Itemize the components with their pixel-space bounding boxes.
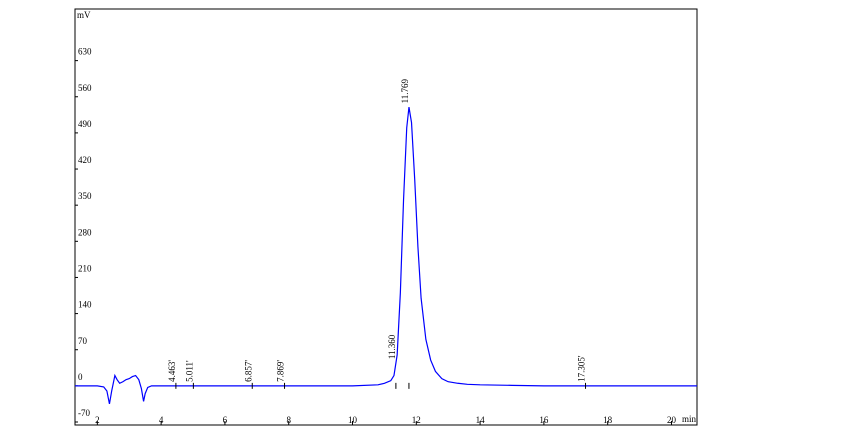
y-tick-label: 350 [78, 191, 92, 201]
peak-label: 6.857' [243, 360, 253, 382]
x-tick-label: 18 [603, 415, 613, 425]
x-tick-label: 20 [667, 415, 677, 425]
peak-label: 11.360 [387, 334, 397, 359]
y-tick-label: 420 [78, 155, 92, 165]
x-tick-label: 8 [286, 415, 291, 425]
trace [75, 106, 697, 405]
y-tick-label: 0 [78, 372, 83, 382]
y-tick-label: 280 [78, 227, 92, 237]
x-tick-label: 12 [412, 415, 421, 425]
y-tick-label: 70 [78, 336, 88, 346]
plot-frame [74, 8, 698, 426]
y-axis-label: mV [77, 10, 91, 20]
y-tick-label: 140 [78, 300, 92, 310]
x-tick-label: 14 [476, 415, 486, 425]
x-axis-label: min [682, 414, 697, 424]
peak-label: 17.305' [577, 355, 587, 382]
peak-label: 7.869' [276, 360, 286, 382]
x-tick-label: 6 [223, 415, 228, 425]
y-tick-label: 210 [78, 264, 92, 274]
x-tick-label: 10 [348, 415, 358, 425]
x-tick-label: 2 [95, 415, 100, 425]
y-tick-label: 490 [78, 119, 92, 129]
y-tick-label: 630 [78, 47, 92, 57]
x-tick-label: 4 [159, 415, 164, 425]
peak-label: 11.769 [400, 78, 410, 103]
peak-label: 4.463' [167, 360, 177, 382]
y-tick-label: -70 [78, 408, 90, 418]
peak-label: 5.011' [184, 360, 194, 382]
x-tick-label: 16 [539, 415, 549, 425]
y-tick-label: 560 [78, 83, 92, 93]
